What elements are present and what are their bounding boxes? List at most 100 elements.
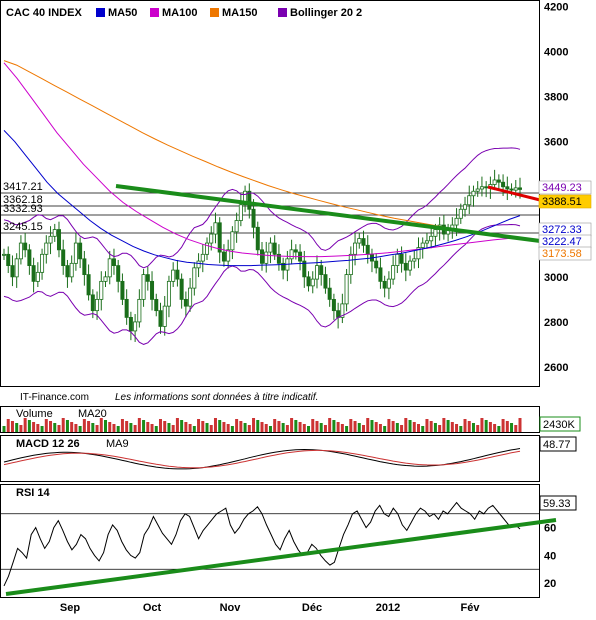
candle-body <box>116 265 121 282</box>
volume-bar <box>184 422 188 432</box>
price-label-right: 3449.23 <box>542 182 582 194</box>
volume-bar <box>319 423 323 432</box>
rsi-title: RSI 14 <box>16 487 51 499</box>
volume-bar <box>374 422 378 432</box>
candle-body <box>18 242 23 260</box>
volume-bar <box>27 420 31 432</box>
candle-body <box>327 287 332 300</box>
macd-line <box>3 448 521 470</box>
candle-body <box>467 195 472 206</box>
volume-bar <box>387 419 391 432</box>
price-label-right-box <box>538 194 592 209</box>
candle-body <box>111 258 116 266</box>
volume-bar <box>323 425 327 432</box>
macd-panel-frame <box>0 435 540 482</box>
volume-bar <box>230 426 234 432</box>
volume-bar <box>471 423 475 432</box>
volume-bar <box>370 420 374 432</box>
volume-bar <box>442 418 446 432</box>
candle-body <box>73 242 78 264</box>
volume-bar <box>74 424 78 432</box>
volume-bar <box>285 425 289 432</box>
volume-bar <box>226 424 230 432</box>
volume-bar <box>425 419 429 432</box>
volume-bar <box>404 418 408 432</box>
volume-bar <box>15 423 19 432</box>
candle-body <box>23 242 28 251</box>
candle-body <box>196 260 201 269</box>
volume-bar <box>514 425 518 432</box>
volume-bar <box>218 420 222 432</box>
volume-bar <box>95 425 99 432</box>
volume-bar <box>391 421 395 432</box>
candle-body <box>124 298 129 318</box>
chart-title: CAC 40 INDEX <box>6 7 82 19</box>
candle-body <box>458 208 463 219</box>
rsi-value: 59.33 <box>543 498 571 510</box>
candle-body <box>319 265 324 276</box>
volume-bar <box>446 420 450 432</box>
legend-swatch <box>96 8 105 17</box>
candle-body <box>255 226 260 251</box>
volume-bar <box>57 425 61 432</box>
macd-title: MACD 12 26 <box>16 438 80 450</box>
candle-body <box>217 222 222 253</box>
candle-body <box>433 229 438 237</box>
volume-bar <box>180 420 184 432</box>
rsi-tick-label: 40 <box>544 550 556 562</box>
macd-signal-line <box>3 449 521 469</box>
candle-body <box>505 186 510 190</box>
candle-body <box>56 229 61 251</box>
bollinger-lower <box>3 223 521 345</box>
rsi-panel-frame <box>0 484 540 598</box>
price-label-right-box <box>538 180 592 195</box>
volume-bar <box>44 419 48 432</box>
rsi-line <box>3 501 521 587</box>
candle-group <box>2 169 523 342</box>
volume-bar <box>459 426 463 432</box>
candle-body <box>378 267 383 282</box>
volume-value-box <box>539 416 581 432</box>
candle-body <box>259 249 264 264</box>
moving-averages <box>3 60 521 267</box>
volume-bar <box>416 424 420 432</box>
macd-value-box <box>539 436 577 452</box>
candle-body <box>348 253 353 276</box>
legend-label: Bollinger 20 2 <box>290 7 362 19</box>
volume-bars <box>2 418 522 432</box>
candle-body <box>35 271 40 282</box>
candle-body <box>175 269 180 280</box>
volume-bar <box>192 426 196 432</box>
candle-body <box>314 265 319 280</box>
rsi-value-box <box>539 495 577 511</box>
volume-bar <box>205 423 209 432</box>
volume-bar <box>87 421 91 432</box>
volume-bar <box>480 418 484 432</box>
volume-bar <box>213 418 217 432</box>
candle-body <box>416 247 421 260</box>
rsi-tick-label: 20 <box>544 578 556 590</box>
ma150-line <box>3 60 521 240</box>
candle-body <box>484 186 489 189</box>
candle-body <box>374 260 379 269</box>
candle-body <box>205 242 210 255</box>
volume-bar <box>10 421 14 432</box>
volume-bar <box>400 425 404 432</box>
candle-body <box>272 242 277 255</box>
candle-body <box>171 269 176 282</box>
legend-swatch <box>150 8 159 17</box>
volume-bar <box>78 426 82 432</box>
legend-swatch <box>278 8 287 17</box>
candle-body <box>496 179 501 183</box>
volume-bar <box>378 424 382 432</box>
candle-body <box>293 249 298 253</box>
rsi-group: 20 40 60 <box>0 501 557 596</box>
candle-body <box>90 294 95 312</box>
source-text: IT-Finance.com <box>20 392 89 403</box>
price-label-left: 3332.93 <box>3 203 43 215</box>
candle-body <box>479 186 484 190</box>
candle-body <box>408 260 413 271</box>
volume-bar <box>438 425 442 432</box>
